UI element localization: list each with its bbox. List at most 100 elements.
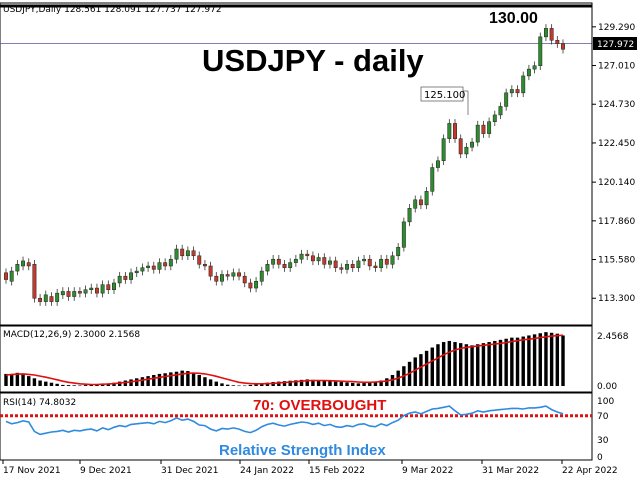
macd-bar [15, 372, 20, 386]
candle-body [521, 75, 526, 94]
candle-body [237, 272, 241, 277]
macd-bars [4, 332, 565, 387]
candle-body [174, 248, 179, 260]
price-tick-label: 120.140 [598, 178, 635, 188]
annotation-130: 130.00 [489, 10, 538, 27]
candle-body [441, 138, 446, 162]
rsi-panel: RSI(14) 74.8032 70: OVERBOUGHT Relative … [0, 392, 614, 463]
macd-bar [350, 382, 355, 386]
candle-body [504, 92, 509, 107]
macd-bar [470, 345, 474, 386]
candle-body [401, 221, 406, 248]
candle-body [316, 257, 321, 262]
macd-label: MACD(12,26,9) 2.3000 2.1568 [3, 330, 140, 340]
candle-body [21, 260, 26, 267]
candle-body [310, 255, 315, 262]
rsi-line [5, 405, 564, 436]
candle-body [299, 253, 304, 260]
macd-bar [72, 385, 76, 386]
macd-bar [61, 384, 65, 386]
candle-body [259, 270, 264, 282]
macd-bar [163, 373, 167, 386]
macd-bar [27, 376, 31, 386]
candle-body [225, 274, 230, 277]
macd-bar [561, 335, 565, 386]
macd-bar [220, 383, 224, 386]
candle-body [288, 262, 293, 268]
candle-body [282, 264, 287, 268]
candle-body [163, 262, 168, 267]
macd-bar [419, 354, 423, 386]
macd-bar [305, 379, 309, 386]
macd-bar [282, 381, 287, 386]
candle-body [151, 265, 156, 270]
candle-body [202, 264, 207, 267]
candle-body [248, 282, 253, 289]
price-tick-label: 129.290 [598, 23, 635, 33]
macd-bar [299, 379, 304, 386]
date-tick-label: 31 Mar 2022 [482, 466, 539, 476]
macd-bar [288, 380, 292, 386]
macd-bar [362, 382, 366, 386]
candle-body [4, 272, 8, 280]
candle-body [475, 124, 480, 143]
rsi-tick-30: 30 [597, 436, 609, 446]
macd-bar [544, 332, 548, 386]
candle-body [185, 250, 190, 257]
candle-body [15, 264, 20, 272]
candle-body [447, 123, 452, 139]
rsi-tick-100: 100 [597, 397, 614, 407]
macd-bar [441, 342, 446, 386]
macd-bar [180, 370, 184, 386]
macd-bar [345, 382, 349, 386]
candle-body [168, 258, 173, 267]
macd-bar [197, 375, 201, 386]
macd-bar [379, 380, 383, 386]
candle-body [436, 160, 440, 168]
date-axis: 17 Nov 2021 9 Dec 2021 31 Dec 2021 24 Jan 2… [2, 460, 618, 476]
candle-body [418, 199, 423, 206]
macd-bar [243, 385, 247, 387]
macd-bar [555, 333, 560, 386]
macd-bar [447, 340, 452, 386]
price-tick-label: 113.300 [598, 294, 635, 304]
macd-bar [152, 375, 156, 386]
candle-body [197, 255, 202, 265]
candle-body [464, 146, 469, 155]
candle-body [83, 289, 88, 294]
candle-body [538, 36, 543, 66]
candle-body [32, 264, 37, 299]
macd-bar [66, 385, 71, 386]
candle-body [367, 258, 372, 267]
candle-body [350, 264, 355, 268]
macd-bar [458, 343, 463, 386]
macd-bar [515, 337, 520, 386]
candle-body [322, 257, 327, 265]
date-tick-label: 9 Mar 2022 [402, 466, 453, 476]
candle-body [470, 141, 475, 148]
candle-body [339, 267, 344, 270]
macd-bar [225, 384, 230, 386]
candle-body [362, 258, 367, 262]
candle-body [134, 270, 139, 274]
candle-body [328, 260, 332, 265]
candle-body [265, 264, 270, 272]
macd-bar [260, 383, 264, 386]
candle-body [60, 291, 65, 296]
candle-body [549, 28, 554, 41]
candle-body [129, 272, 133, 280]
candle-body [379, 258, 384, 268]
candle-body [413, 199, 418, 209]
candle-body [384, 258, 389, 265]
macd-bar [237, 385, 241, 387]
current-price-label: 127.972 [597, 40, 634, 50]
macd-bar [4, 373, 8, 386]
macd-bar [83, 385, 88, 386]
macd-bar [510, 337, 514, 386]
chart-title: USDJPY - daily [202, 43, 424, 78]
price-tick-label: 122.450 [598, 139, 635, 149]
candle-body [487, 121, 492, 134]
candle-body [180, 248, 185, 257]
macd-bar [157, 373, 162, 386]
macd-bar [174, 371, 179, 386]
